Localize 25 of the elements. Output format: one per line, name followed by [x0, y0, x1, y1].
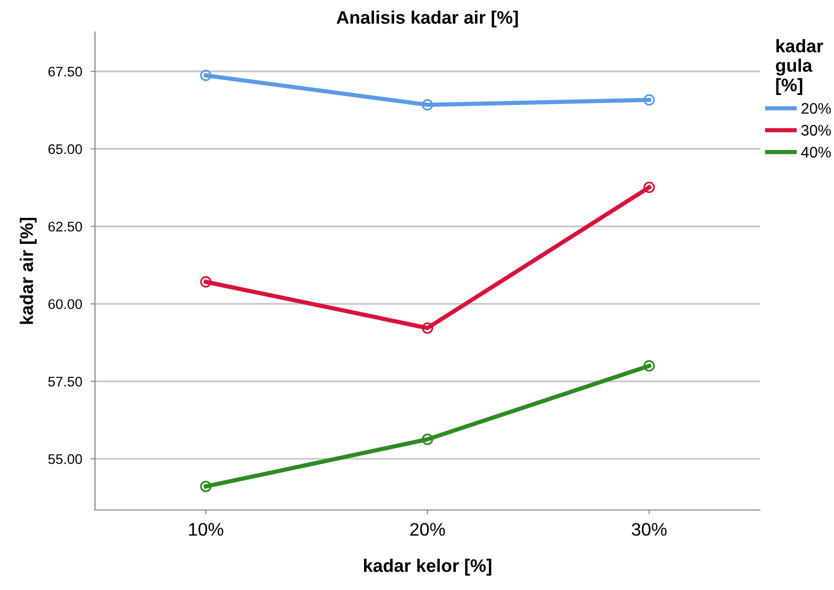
- point: [422, 434, 434, 446]
- x-tick-label: 10%: [189, 522, 224, 536]
- point: [643, 360, 655, 372]
- point: [200, 70, 212, 82]
- y-tick-label: 55.00: [48, 454, 82, 464]
- point: [422, 99, 434, 111]
- point: [200, 480, 212, 492]
- point: [422, 322, 434, 334]
- y-tick-label: 65.00: [48, 144, 82, 154]
- x-tick-label: 20%: [410, 522, 445, 536]
- x-axis-title: kadar kelor [%]: [364, 558, 492, 576]
- legend-label: 30%: [801, 124, 831, 136]
- y-tick-label: 62.50: [48, 222, 82, 232]
- y-tick-label: 67.50: [48, 66, 82, 77]
- y-tick-label: 57.50: [48, 376, 82, 387]
- y-axis-title: kadar air [%]: [20, 218, 37, 324]
- point: [200, 276, 212, 288]
- legend-label: 40%: [801, 146, 831, 158]
- legend-title: kadar gula [%]: [776, 39, 824, 95]
- legend-label: 20%: [802, 103, 831, 114]
- point: [643, 182, 655, 193]
- x-tick-label: 30%: [632, 522, 667, 536]
- chart-title: Analisis kadar air [%]: [336, 10, 518, 28]
- point: [643, 94, 655, 106]
- y-tick-label: 60.00: [48, 299, 82, 310]
